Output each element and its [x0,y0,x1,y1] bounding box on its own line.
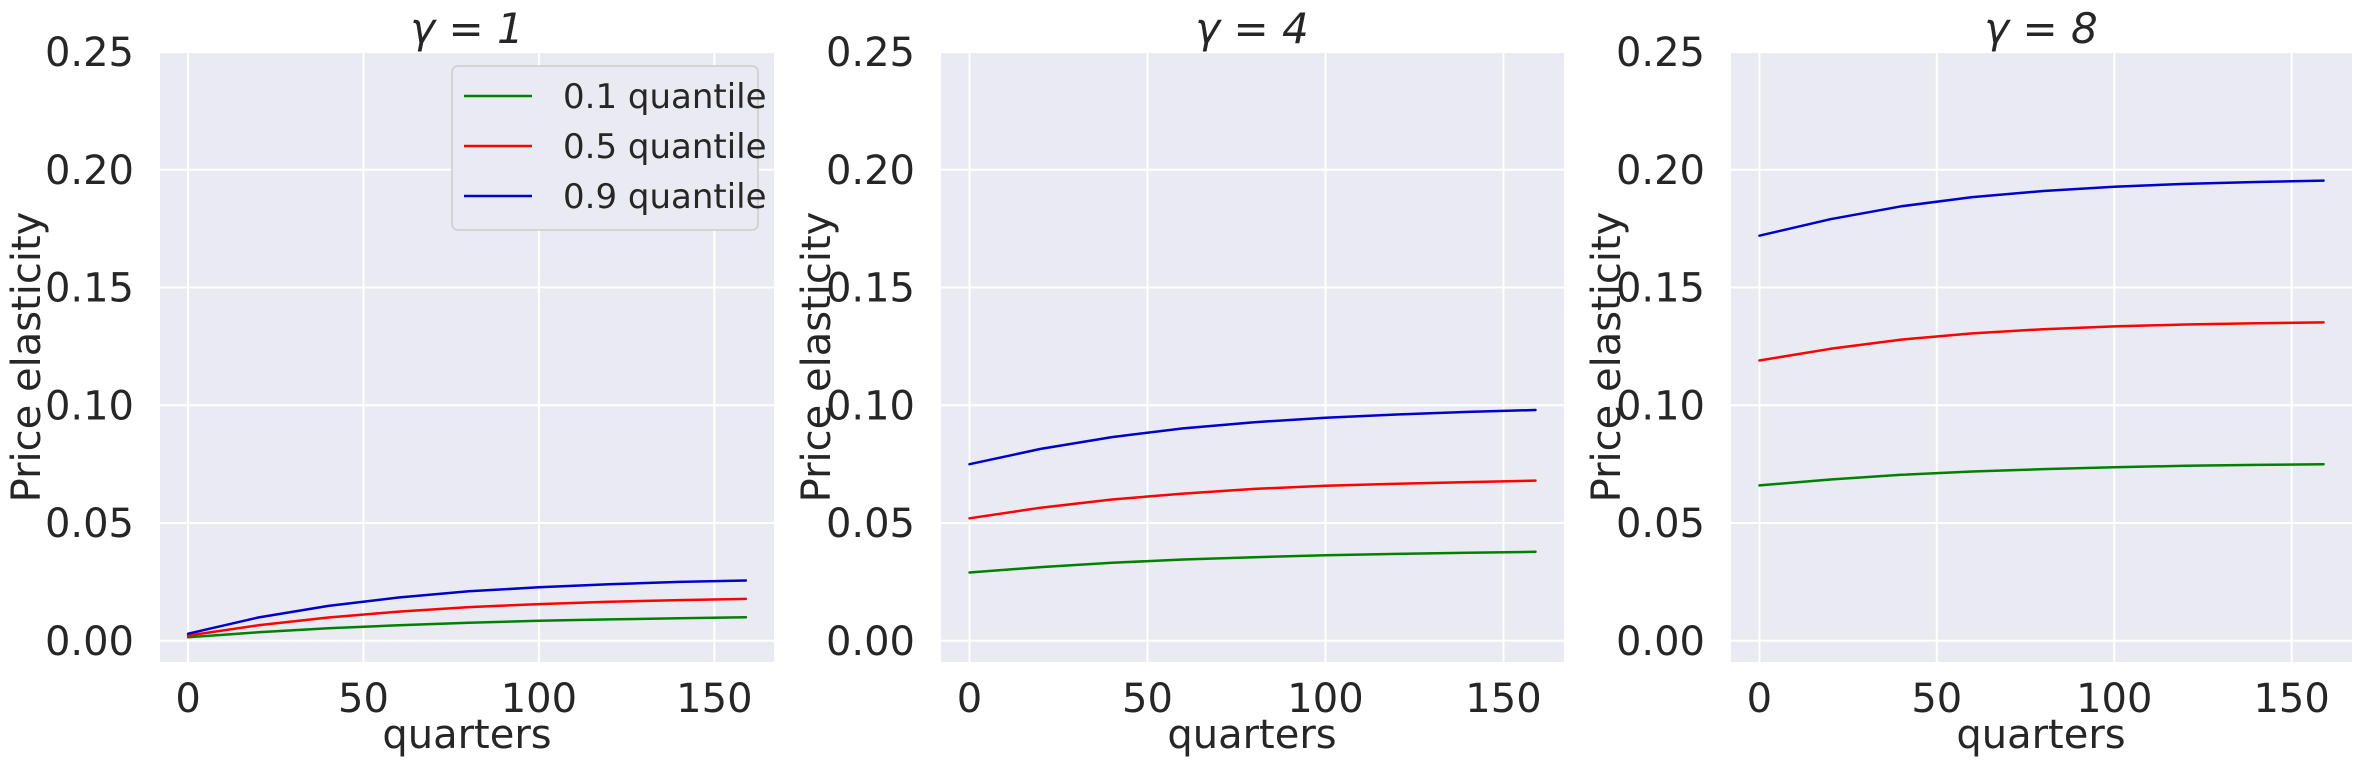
lines-gamma-8 [1758,179,2325,487]
x-tick-label: 100 [2076,676,2152,722]
ylabel-gamma-8: Price elasticity [1584,212,1630,503]
x-tick-label: 100 [501,676,577,722]
legend: 0.1 quantile 0.5 quantile 0.9 quantile [451,65,767,231]
yticks-gamma-1: 0.00 0.05 0.10 0.15 0.20 0.25 [45,30,134,665]
series-line-0.1-quantile [186,616,748,639]
x-tick-label: 0 [1747,676,1772,722]
series-line-0.1-quantile [1758,462,2325,487]
x-tick-label: 0 [175,676,200,722]
panel-gamma-8: 0 50 100 150 0.00 0.05 0.10 0.15 0.20 0.25 γ = 8… [1584,4,2352,758]
x-tick-label: 150 [676,676,752,722]
x-tick-label: 50 [1911,676,1962,722]
xlabel-gamma-4: quarters [1167,712,1336,758]
y-tick-label: 0.00 [826,619,915,665]
x-tick-label: 50 [338,676,389,722]
y-tick-label: 0.05 [1616,501,1705,547]
y-tick-label: 0.15 [826,266,915,312]
title-gamma-4: γ = 4 [1195,4,1308,53]
plot-area-gamma-4 [941,52,1564,662]
x-tick-label: 0 [957,676,982,722]
panel-gamma-4: 0 50 100 150 0.00 0.05 0.10 0.15 0.20 0.25 γ = 4… [794,4,1564,758]
y-tick-label: 0.10 [45,383,134,429]
x-tick-label: 100 [1287,676,1363,722]
xlabel-gamma-8: quarters [1956,712,2125,758]
title-gamma-1: γ = 1 [410,4,523,53]
grid-gamma-8 [1731,51,2352,662]
x-tick-label: 150 [2253,676,2329,722]
y-tick-label: 0.00 [45,619,134,665]
yticks-gamma-8: 0.00 0.05 0.10 0.15 0.20 0.25 [1616,30,1705,665]
series-line-0.1-quantile [968,550,1537,574]
grid-gamma-1 [160,51,774,662]
xticks-gamma-8: 0 50 100 150 [1747,676,2330,722]
lines-gamma-4 [968,408,1537,574]
panel-gamma-1: 0 50 100 150 0.00 0.05 0.10 0.15 0.20 0.25 γ = 1… [4,4,774,758]
yticks-gamma-4: 0.00 0.05 0.10 0.15 0.20 0.25 [826,30,915,665]
x-tick-label: 50 [1122,676,1173,722]
y-tick-label: 0.15 [45,266,134,312]
legend-box [451,65,759,231]
y-tick-label: 0.20 [1616,148,1705,194]
series-line-0.9-quantile [1758,179,2325,237]
xlabel-gamma-1: quarters [382,712,551,758]
y-tick-label: 0.25 [1616,30,1705,76]
legend-label-0.1: 0.1 quantile [563,77,767,117]
y-tick-label: 0.05 [826,501,915,547]
series-line-0.5-quantile [1758,321,2325,362]
x-tick-label: 150 [1465,676,1541,722]
y-tick-label: 0.25 [45,30,134,76]
series-line-0.9-quantile [968,408,1537,466]
y-tick-label: 0.05 [45,501,134,547]
ylabel-gamma-4: Price elasticity [794,212,840,503]
legend-label-0.9: 0.9 quantile [563,177,767,217]
xticks-gamma-1: 0 50 100 150 [175,676,752,722]
xticks-gamma-4: 0 50 100 150 [957,676,1542,722]
series-line-0.5-quantile [186,597,748,637]
y-tick-label: 0.20 [826,148,915,194]
y-tick-label: 0.15 [1616,266,1705,312]
y-tick-label: 0.10 [1616,383,1705,429]
legend-label-0.5: 0.5 quantile [563,127,767,167]
y-tick-label: 0.20 [45,148,134,194]
series-line-0.5-quantile [968,479,1537,520]
y-tick-label: 0.00 [1616,619,1705,665]
y-tick-label: 0.10 [826,383,915,429]
title-gamma-8: γ = 8 [1984,4,2097,53]
ylabel-gamma-1: Price elasticity [4,212,50,503]
plot-area-gamma-8 [1731,52,2352,662]
y-tick-label: 0.25 [826,30,915,76]
lines-gamma-1 [186,579,748,639]
series-line-0.9-quantile [186,579,748,635]
